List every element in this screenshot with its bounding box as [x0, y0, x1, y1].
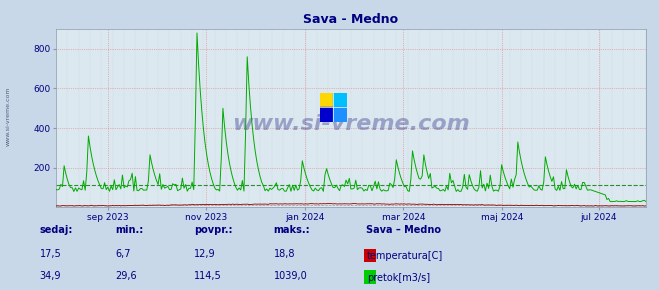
Text: pretok[m3/s]: pretok[m3/s] — [367, 273, 430, 283]
Text: 12,9: 12,9 — [194, 249, 216, 259]
Text: 18,8: 18,8 — [273, 249, 295, 259]
Bar — [333, 93, 347, 107]
Text: temperatura[C]: temperatura[C] — [367, 251, 444, 261]
Text: sedaj:: sedaj: — [40, 225, 73, 235]
Text: 29,6: 29,6 — [115, 271, 137, 281]
Text: povpr.:: povpr.: — [194, 225, 233, 235]
Title: Sava - Medno: Sava - Medno — [303, 13, 399, 26]
Text: 17,5: 17,5 — [40, 249, 61, 259]
Text: www.si-vreme.com: www.si-vreme.com — [232, 113, 470, 133]
Text: www.si-vreme.com: www.si-vreme.com — [5, 86, 11, 146]
Text: 34,9: 34,9 — [40, 271, 61, 281]
Text: maks.:: maks.: — [273, 225, 310, 235]
Text: min.:: min.: — [115, 225, 144, 235]
Bar — [320, 93, 333, 107]
Text: 114,5: 114,5 — [194, 271, 222, 281]
Bar — [320, 107, 333, 122]
Text: Sava – Medno: Sava – Medno — [366, 225, 441, 235]
Text: 1039,0: 1039,0 — [273, 271, 307, 281]
Text: 6,7: 6,7 — [115, 249, 131, 259]
Bar — [333, 107, 347, 122]
